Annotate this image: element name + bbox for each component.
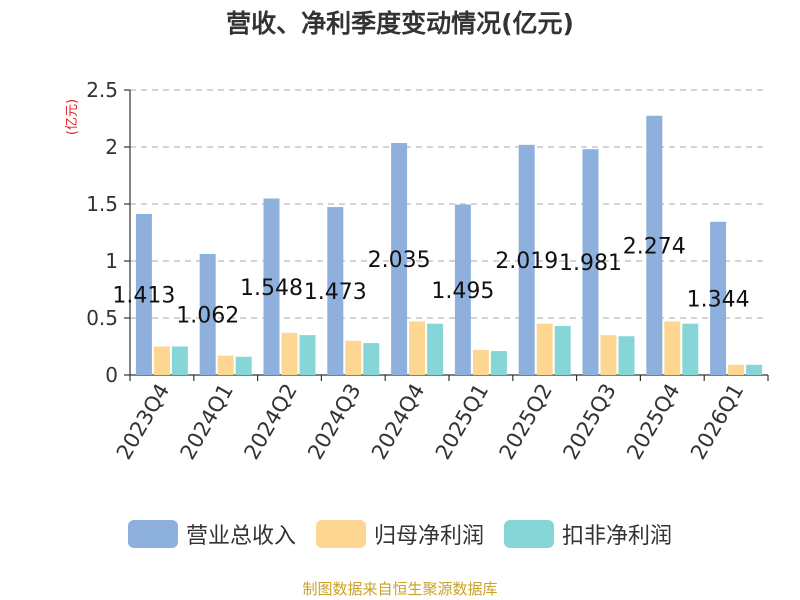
bar-deducted-net-profit — [171, 346, 188, 375]
legend-label: 归母净利润 — [373, 524, 484, 549]
bar-net-profit — [472, 349, 489, 375]
bars — [135, 115, 763, 375]
data-label: 1.473 — [304, 280, 367, 305]
legend-label: 营业总收入 — [185, 524, 296, 549]
x-tick-label: 2025Q3 — [558, 380, 620, 464]
bar-net-profit — [664, 321, 681, 375]
x-tick-label: 2026Q1 — [686, 380, 748, 464]
legend-swatch — [127, 520, 178, 548]
bar-deducted-net-profit — [363, 343, 380, 375]
bar-deducted-net-profit — [746, 364, 763, 375]
bar-revenue — [582, 149, 599, 375]
data-label: 1.413 — [112, 283, 175, 308]
bar-deducted-net-profit — [427, 323, 444, 375]
bar-revenue — [646, 115, 663, 375]
x-tick-label: 2024Q1 — [176, 380, 238, 464]
bar-revenue — [391, 143, 408, 375]
x-tick-label: 2024Q3 — [303, 380, 365, 464]
source-note: 制图数据来自恒生聚源数据库 — [302, 580, 498, 598]
bar-net-profit — [153, 346, 170, 375]
x-tick-label: 2025Q1 — [431, 380, 493, 464]
data-label: 1.981 — [559, 251, 622, 276]
data-label: 2.035 — [368, 248, 431, 273]
bar-deducted-net-profit — [682, 323, 699, 375]
bar-net-profit — [536, 323, 553, 375]
legend-item[interactable]: 营业总收入 — [127, 518, 296, 550]
bar-deducted-net-profit — [299, 335, 316, 375]
legend-swatch — [315, 520, 366, 548]
x-tick-label: 2025Q4 — [622, 380, 684, 464]
data-label: 1.495 — [431, 279, 494, 304]
bar-revenue — [327, 207, 344, 375]
data-label: 2.019 — [495, 249, 558, 274]
legend-item[interactable]: 归母净利润 — [315, 518, 484, 550]
y-tick-label: 2 — [105, 135, 118, 159]
legend-label: 扣非净利润 — [562, 524, 673, 549]
data-label: 2.274 — [623, 234, 686, 259]
y-axis-title: (亿元) — [65, 99, 80, 135]
bar-revenue — [263, 198, 280, 375]
data-label: 1.062 — [176, 303, 239, 328]
x-tick-label: 2024Q4 — [367, 380, 429, 464]
y-tick-label: 2.5 — [86, 78, 118, 102]
bar-revenue — [135, 213, 152, 375]
data-label: 1.548 — [240, 276, 303, 301]
bar-revenue — [454, 204, 471, 375]
x-tick-label: 2024Q2 — [239, 380, 301, 464]
y-tick-label: 0 — [105, 363, 118, 387]
chart-title: 营收、净利季度变动情况(亿元) — [226, 9, 574, 38]
bar-net-profit — [217, 355, 234, 375]
x-tick-label: 2025Q2 — [495, 380, 557, 464]
bar-deducted-net-profit — [554, 325, 571, 375]
bar-net-profit — [409, 321, 426, 375]
legend-item[interactable]: 扣非净利润 — [504, 518, 672, 550]
bar-net-profit — [728, 364, 745, 375]
y-tick-label: 1.5 — [86, 192, 118, 216]
bar-deducted-net-profit — [235, 356, 252, 375]
data-label: 1.344 — [687, 287, 750, 312]
x-tick-label: 2023Q4 — [112, 380, 174, 464]
y-tick-label: 0.5 — [86, 306, 118, 330]
bar-net-profit — [281, 332, 298, 375]
bar-deducted-net-profit — [618, 336, 635, 375]
bar-revenue — [710, 221, 727, 375]
bar-revenue — [518, 144, 535, 375]
y-tick-label: 1 — [105, 249, 118, 273]
bar-net-profit — [600, 335, 617, 375]
legend: 营业总收入 归母净利润 扣非净利润 — [0, 518, 800, 550]
bar-net-profit — [345, 340, 362, 375]
legend-swatch — [504, 520, 554, 548]
bar-deducted-net-profit — [490, 351, 507, 375]
bar-revenue — [199, 253, 216, 375]
